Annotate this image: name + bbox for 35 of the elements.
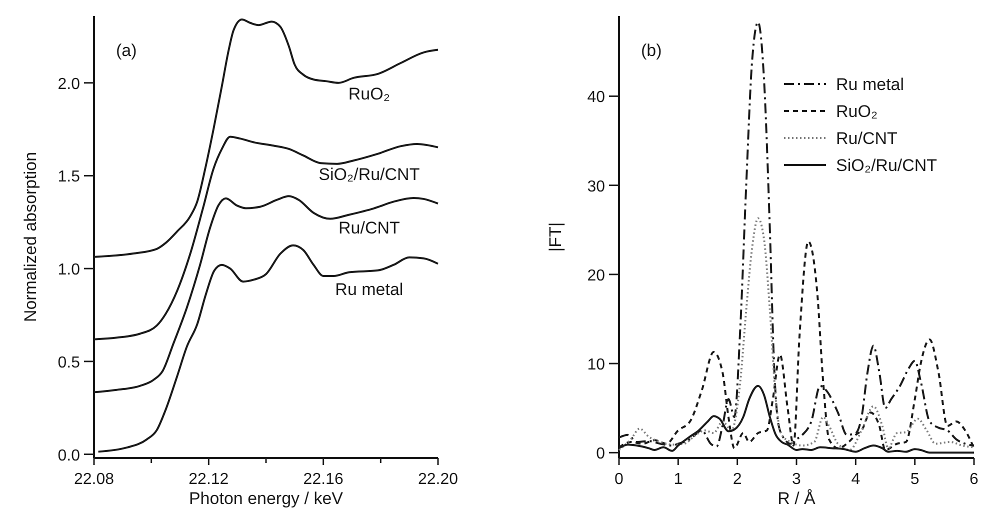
x-tick-label: 22.08	[74, 471, 114, 488]
y-tick-label: 30	[587, 178, 606, 196]
y-tick-label: 0.0	[58, 447, 80, 464]
legend-label: RuO₂	[836, 102, 878, 121]
y-tick-label: 10	[587, 356, 606, 374]
x-tick-label: 6	[970, 471, 979, 488]
x-tick-label: 22.20	[418, 471, 458, 488]
y-tick-label: 20	[587, 267, 606, 284]
y-tick-label: 1.5	[58, 168, 80, 186]
y-tick-label: 40	[587, 89, 606, 106]
legend-label: SiO₂/Ru/CNT	[836, 156, 938, 175]
x-tick-label: 3	[792, 471, 802, 488]
x-axis-title: Photon energy / keV	[188, 489, 344, 508]
y-axis-title: |FT|	[546, 222, 565, 252]
x-tick-label: 1	[674, 471, 683, 488]
x-tick-label: 0	[614, 471, 624, 488]
x-tick-label: 22.16	[303, 471, 344, 488]
x-tick-label: 22.12	[188, 471, 229, 488]
x-tick-label: 5	[910, 471, 920, 488]
x-tick-label: 2	[732, 471, 742, 488]
series-label: RuO₂	[348, 84, 390, 104]
series-label: SiO₂/Ru/CNT	[318, 165, 420, 184]
y-tick-label: 0.5	[58, 354, 80, 372]
y-tick-label: 1.0	[58, 262, 80, 279]
series-label: Ru/CNT	[338, 218, 400, 238]
x-tick-label: 4	[851, 471, 860, 488]
x-axis-title: R / Å	[778, 489, 816, 508]
legend-label: Ru metal	[836, 75, 904, 94]
y-axis-title: Normalized absorption	[21, 152, 40, 322]
y-tick-label: 0	[596, 446, 606, 463]
series-label: Ru metal	[335, 280, 404, 299]
annotation: (b)	[641, 41, 662, 60]
legend-label: Ru/CNT	[836, 129, 898, 148]
annotation: (a)	[116, 41, 137, 60]
y-tick-label: 2.0	[58, 76, 80, 93]
